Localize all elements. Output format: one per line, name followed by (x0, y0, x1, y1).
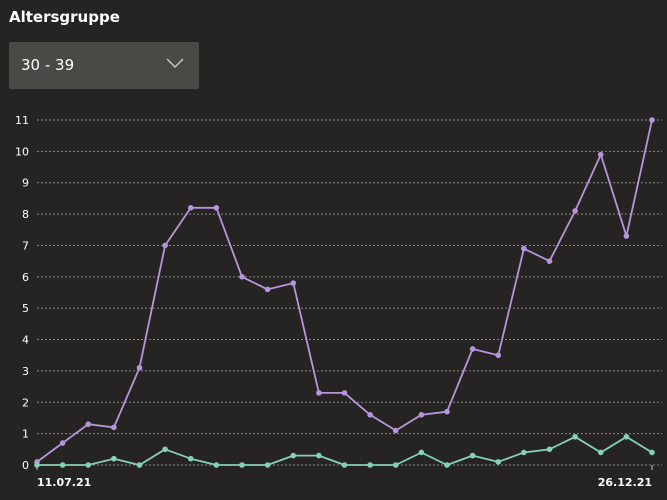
y-tick-label: 3 (22, 365, 29, 378)
data-point (392, 462, 399, 468)
age-group-dropdown[interactable]: 30 - 39 (9, 42, 199, 89)
page-title: Altersgruppe (9, 8, 120, 26)
data-point (213, 205, 220, 211)
data-point (623, 233, 630, 239)
data-point (316, 390, 322, 396)
series-line-1 (37, 435, 653, 466)
data-point (341, 462, 348, 468)
data-point (111, 455, 117, 462)
data-point (187, 205, 194, 211)
y-tick-label: 4 (22, 334, 29, 347)
series-line-0 (36, 119, 653, 463)
data-point (521, 245, 527, 252)
data-point (623, 433, 630, 440)
data-point (572, 208, 578, 214)
y-tick-label: 11 (15, 114, 29, 127)
y-tick-label: 2 (22, 396, 29, 409)
data-point (85, 421, 92, 428)
data-point (187, 455, 194, 462)
data-point (572, 433, 578, 440)
data-point (597, 151, 604, 158)
y-tick-label: 10 (15, 145, 29, 158)
data-point (136, 462, 143, 468)
data-point (521, 449, 527, 456)
data-point (649, 117, 655, 123)
data-point (239, 274, 245, 280)
data-point (597, 449, 604, 456)
y-tick-label: 0 (22, 459, 29, 472)
data-point (341, 390, 348, 396)
data-point (392, 427, 399, 434)
data-point (85, 462, 92, 468)
data-point (367, 462, 373, 468)
data-point (649, 449, 655, 456)
data-point (316, 452, 322, 459)
data-point (495, 352, 502, 359)
data-point (469, 452, 476, 459)
data-point (546, 258, 553, 264)
y-tick-label: 8 (22, 208, 29, 221)
data-point (444, 408, 450, 415)
y-tick-label: 6 (22, 271, 29, 284)
y-tick-label: 5 (22, 302, 29, 315)
data-point (162, 242, 168, 249)
data-point (264, 286, 271, 293)
data-point (264, 462, 271, 468)
y-tick-label: 7 (22, 239, 29, 252)
x-tick-label: 26.12.21 (598, 476, 652, 489)
data-point (290, 280, 297, 286)
y-tick-label: 9 (22, 177, 29, 190)
data-point (418, 449, 425, 456)
dropdown-selected-value: 30 - 39 (21, 56, 75, 74)
data-point (469, 346, 476, 352)
x-tick-label: 11.07.21 (37, 476, 91, 489)
data-point (239, 462, 245, 468)
y-tick-label: 1 (22, 428, 29, 441)
data-point (162, 446, 168, 453)
data-point (418, 412, 425, 418)
data-point (367, 412, 373, 418)
data-point (59, 440, 66, 446)
data-point (444, 462, 450, 468)
data-point (290, 452, 297, 459)
data-point (111, 424, 117, 431)
data-point (213, 462, 220, 468)
data-point (495, 459, 502, 465)
data-point (59, 462, 66, 468)
data-point (546, 446, 553, 453)
chevron-down-icon (166, 58, 184, 69)
data-point (136, 364, 143, 371)
